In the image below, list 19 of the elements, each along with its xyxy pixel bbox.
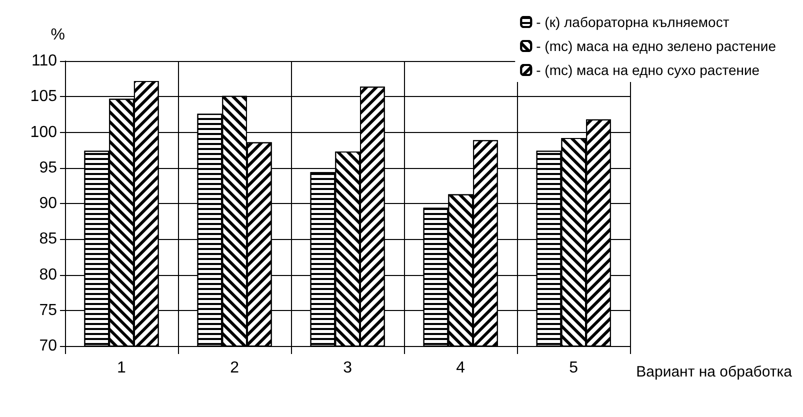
legend-label: - (к) лабораторна кълняемост [536,14,730,30]
y-tick-label: 90 [39,195,58,212]
x-tick-label: 3 [343,360,352,376]
y-tick-label: 110 [31,52,58,70]
legend-label: - (mc) маса на едно сухо растение [536,62,760,78]
x-tick-label: 1 [117,360,126,376]
legend-label: - (mc) маса на едно зелено растение [536,38,776,54]
y-tick-label: 105 [30,88,58,106]
y-axis-title: % [50,26,65,44]
y-tick-label: 75 [39,302,58,319]
y-tick-label: 70 [39,338,58,354]
x-axis-title: Вариант на обработка [636,364,793,380]
y-tick-label: 85 [39,230,58,248]
y-tick-label: 80 [39,266,58,284]
y-tick-label: 100 [30,124,58,141]
x-tick-label: 4 [456,360,466,376]
x-tick-label: 2 [230,360,240,376]
y-tick-label: 95 [39,159,58,176]
x-tick-label: 5 [569,360,578,376]
